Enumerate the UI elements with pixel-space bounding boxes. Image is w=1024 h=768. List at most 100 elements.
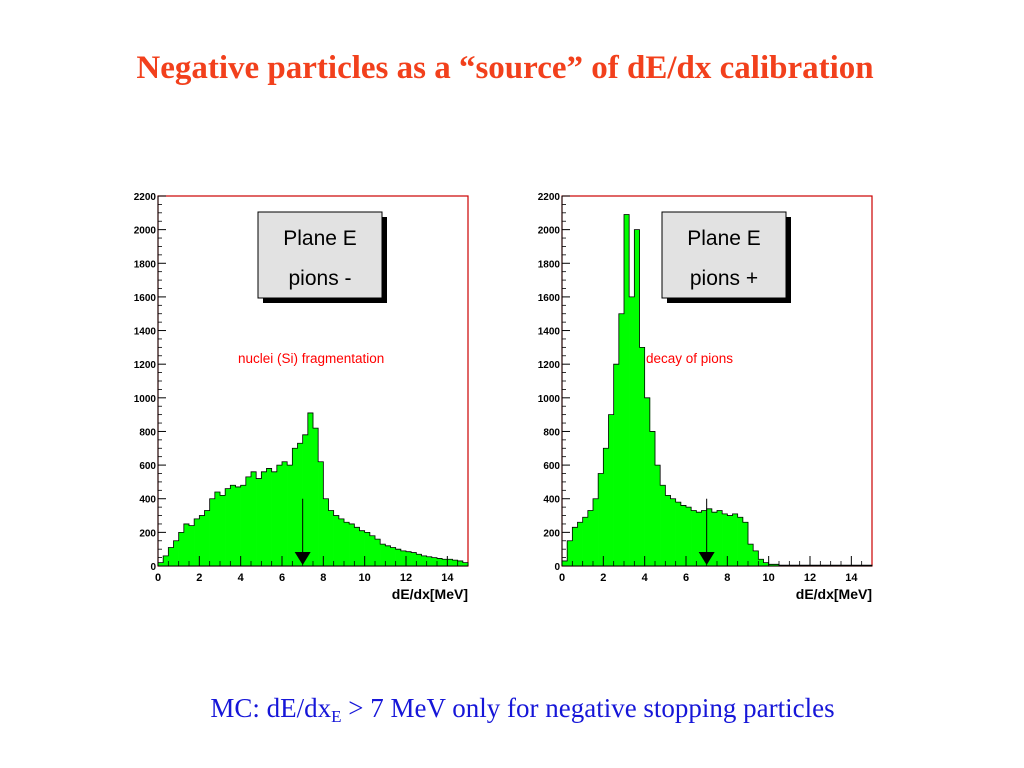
histogram-bar — [742, 522, 749, 566]
histogram-bar — [214, 492, 221, 566]
histogram-bar — [763, 562, 769, 566]
histogram-bar — [680, 505, 687, 566]
histogram-bar — [629, 296, 635, 566]
histogram-bar — [183, 523, 190, 566]
histogram-bar — [349, 523, 355, 566]
histogram-bar — [670, 498, 676, 566]
y-tick-label: 1000 — [134, 394, 157, 405]
histogram-bar — [344, 522, 350, 566]
histogram-bar — [618, 313, 625, 566]
y-tick-label: 1600 — [538, 293, 561, 304]
y-tick-label: 1800 — [538, 259, 561, 270]
histogram-bar — [380, 544, 386, 566]
histogram-bar — [276, 465, 283, 566]
y-tick-label: 1800 — [134, 259, 157, 270]
x-tick-label: 4 — [238, 572, 245, 584]
histogram-bar — [598, 473, 604, 566]
y-tick-label: 2000 — [538, 226, 561, 237]
label-box-line: pions - — [288, 267, 351, 290]
y-tick-label: 1200 — [538, 360, 561, 371]
cut-marker-arrow — [698, 552, 715, 565]
histogram-bar — [608, 414, 614, 566]
slide-title: Negative particles as a “source” of dE/d… — [136, 50, 874, 86]
histogram-bar — [773, 564, 780, 566]
label-box — [257, 211, 383, 299]
histogram-bar — [567, 540, 573, 566]
caption-subscript: E — [331, 707, 342, 726]
histogram-bar — [199, 515, 205, 566]
histogram-bar — [717, 510, 723, 566]
x-tick-label: 0 — [559, 572, 565, 584]
x-tick-label: 12 — [804, 572, 816, 584]
histogram-bar — [194, 518, 200, 566]
histogram-bar — [748, 544, 754, 566]
histogram-bar — [711, 512, 718, 566]
histogram-bar — [722, 513, 728, 566]
histogram-bar — [271, 471, 278, 566]
histogram-pions-minus-svg: 0 200 400 600 800 1000 1200 1400 1600 1800 2000 220… — [134, 192, 469, 602]
histogram-bar — [426, 556, 433, 566]
histogram-bar — [209, 498, 216, 566]
x-tick-label: 6 — [683, 572, 689, 584]
histogram-bar — [431, 557, 438, 566]
y-tick-label: 400 — [543, 495, 560, 506]
y-tick-label: 2200 — [134, 192, 157, 203]
histogram-bar — [649, 431, 656, 566]
histogram-pions-plus: 0 200 400 600 800 1000 1200 1400 1600 1800 2000 220… — [514, 180, 874, 620]
y-tick-label: 800 — [543, 427, 560, 438]
histogram-bar — [220, 495, 226, 566]
y-tick-label: 1400 — [134, 327, 157, 338]
y-tick-label: 1000 — [538, 394, 561, 405]
y-tick-label: 600 — [139, 461, 156, 472]
caption-prefix: MC: dE/dx — [210, 693, 332, 723]
histogram-bar — [333, 515, 340, 566]
x-tick-label: 14 — [441, 572, 454, 584]
histogram-bar — [292, 448, 298, 566]
x-tick-label: 10 — [763, 572, 775, 584]
histogram-bar — [168, 547, 174, 566]
histogram-bar — [375, 539, 381, 566]
histogram-bar — [701, 510, 707, 566]
y-tick-label: 2000 — [134, 226, 157, 237]
histogram-bar — [354, 527, 360, 566]
x-tick-label: 8 — [320, 572, 326, 584]
histogram-bar — [307, 412, 314, 566]
histogram-bar — [313, 428, 319, 566]
y-tick-label: 2200 — [538, 192, 561, 203]
y-tick-label: 600 — [543, 461, 560, 472]
histogram-bar — [457, 560, 464, 566]
histogram-bar — [768, 564, 775, 566]
histogram-bar — [462, 562, 469, 566]
histogram-bar — [256, 478, 262, 566]
histogram-bar — [390, 547, 396, 566]
histogram-bar — [437, 558, 443, 566]
annotation-text: decay of pions — [646, 351, 733, 366]
histogram-bar — [655, 465, 661, 566]
y-tick-label: 800 — [139, 427, 156, 438]
histogram-bar — [691, 510, 697, 566]
histogram-bar — [696, 512, 702, 566]
caption-middle: > — [341, 693, 371, 723]
histogram-bar — [639, 347, 645, 566]
histogram-pions-minus: 0 200 400 600 800 1000 1200 1400 1600 1800 2000 220… — [110, 180, 470, 620]
x-tick-label: 4 — [642, 572, 649, 584]
histogram-bar — [359, 530, 365, 566]
histogram-bar — [603, 448, 609, 566]
histogram-bar — [369, 535, 376, 566]
x-tick-label: 2 — [600, 572, 606, 584]
label-box-line: Plane E — [687, 227, 761, 250]
histogram-bar — [753, 550, 759, 566]
histogram-bar — [452, 560, 458, 566]
x-tick-label: 14 — [845, 572, 858, 584]
histogram-bar — [572, 527, 578, 566]
histogram-bar — [395, 549, 402, 566]
histogram-bar — [442, 559, 448, 566]
y-tick-label: 1600 — [134, 293, 157, 304]
histogram-bar — [644, 397, 651, 566]
y-tick-label: 0 — [554, 562, 560, 573]
histogram-bar — [266, 468, 272, 566]
x-tick-label: 10 — [359, 572, 371, 584]
histogram-bar — [577, 522, 583, 566]
y-tick-label: 400 — [139, 495, 156, 506]
histogram-bar — [411, 552, 417, 566]
